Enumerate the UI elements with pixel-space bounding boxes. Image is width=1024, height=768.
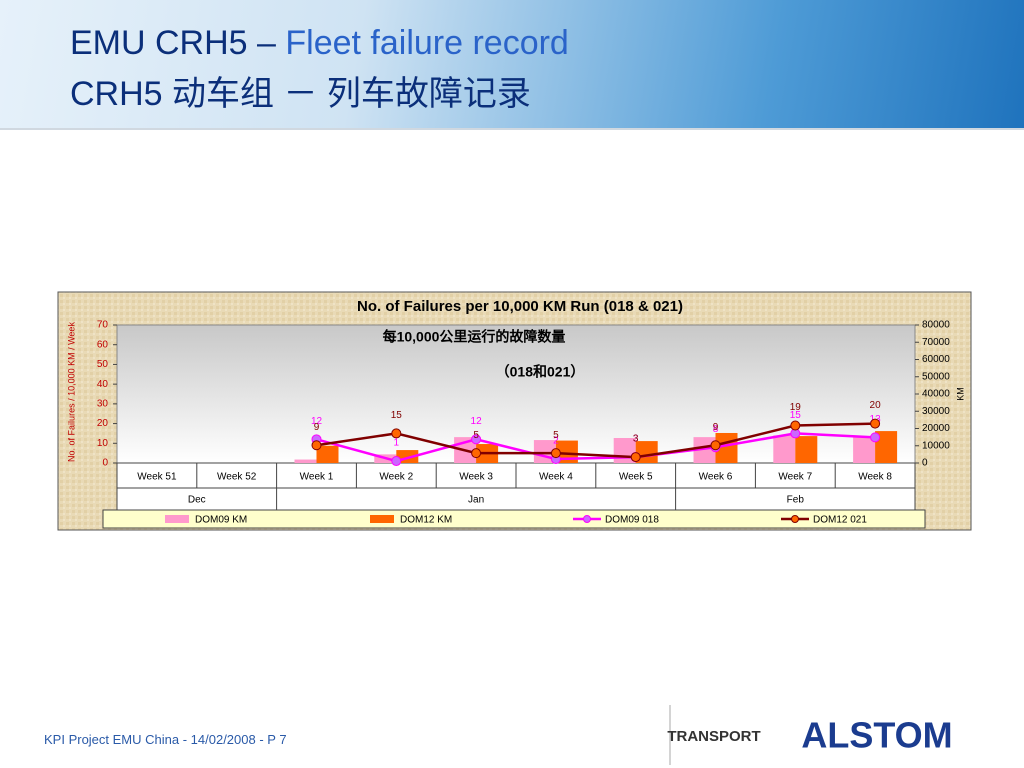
x-tick-label: Week 7 [778, 472, 812, 483]
legend-swatch [165, 515, 189, 523]
data-label: 12 [311, 416, 323, 427]
y2-tick-label: 70000 [922, 337, 950, 348]
y2-tick-label: 50000 [922, 371, 950, 382]
bar [555, 440, 578, 463]
legend-marker [583, 515, 591, 523]
legend-label: DOM09 018 [605, 515, 659, 526]
data-label: 2 [553, 436, 559, 447]
chart-title: No. of Failures per 10,000 KM Run (018 &… [357, 298, 683, 315]
subtitle: CRH5 动车组 － 列车故障记录 [70, 75, 531, 113]
chart-subtitle: 每10,000公里运行的故障数量 [383, 329, 566, 345]
y2-tick-label: 0 [922, 458, 928, 469]
data-label: 9 [314, 422, 320, 433]
data-label: 3 [633, 434, 639, 445]
line-marker [391, 456, 402, 467]
x-tick-label: Week 51 [137, 472, 177, 483]
y-tick-label: 60 [97, 339, 109, 350]
x-tick-label: Week 6 [699, 472, 733, 483]
legend-label: DOM09 KM [195, 515, 247, 526]
title-highlight: Fleet failure record [285, 24, 569, 62]
y2-tick-label: 30000 [922, 406, 950, 417]
line-marker [790, 420, 801, 431]
data-label: 19 [790, 402, 802, 413]
y-tick-label: 50 [97, 359, 109, 370]
line-marker [870, 432, 881, 443]
data-label: 15 [790, 410, 802, 421]
line-marker [471, 448, 482, 459]
legend-label: DOM12 021 [813, 515, 867, 526]
header: EMU CRH5 – Fleet failure record CRH5 动车组… [0, 0, 1024, 130]
y-axis-label: No. of Failures / 10,000 KM / Week [66, 322, 76, 462]
x-tick-label: Week 2 [379, 472, 413, 483]
x-tick-label: Week 5 [619, 472, 653, 483]
line [316, 432, 876, 463]
y-tick-label: 20 [97, 418, 109, 429]
x-group-label: Jan [468, 495, 484, 506]
y2-tick-label: 20000 [922, 423, 950, 434]
line [316, 422, 876, 459]
bar [773, 435, 796, 463]
legend-label: DOM12 KM [400, 515, 452, 526]
data-label: 9 [713, 422, 719, 433]
footer-text: KPI Project EMU China - 14/02/2008 - P 7 [44, 732, 287, 747]
data-label: 8 [713, 424, 719, 435]
y-tick-label: 0 [102, 458, 108, 469]
legend-swatch [370, 515, 394, 523]
title-prefix: EMU CRH5 – [70, 24, 286, 62]
bar [795, 436, 818, 463]
y-tick-label: 40 [97, 379, 109, 390]
y2-tick-label: 40000 [922, 389, 950, 400]
y2-tick-label: 10000 [922, 440, 950, 451]
title: EMU CRH5 – Fleet failure record [70, 24, 569, 63]
y2-axis-label: KM [955, 387, 965, 401]
chart-subtitle: （018和021） [496, 364, 585, 380]
legend-marker [791, 515, 799, 523]
y-tick-label: 70 [97, 320, 109, 331]
x-tick-label: Week 4 [539, 472, 573, 483]
x-tick-label: Week 3 [459, 472, 493, 483]
data-label: 15 [391, 410, 403, 421]
data-label: 3 [633, 434, 639, 445]
data-label: 20 [870, 400, 882, 411]
brand-logo: ALSTOM [801, 715, 952, 756]
x-tick-label: Week 52 [217, 472, 257, 483]
bar [875, 431, 898, 463]
line-marker [471, 434, 482, 445]
line-marker [550, 448, 561, 459]
line-marker [311, 440, 322, 451]
bar [294, 459, 317, 463]
data-label: 5 [553, 430, 559, 441]
y-tick-label: 10 [97, 438, 109, 449]
data-label: 12 [471, 416, 483, 427]
y2-tick-label: 60000 [922, 354, 950, 365]
bar [316, 445, 339, 463]
line-marker [391, 428, 402, 439]
bar [853, 437, 876, 463]
data-label: 5 [473, 430, 479, 441]
y2-tick-label: 80000 [922, 320, 950, 331]
line-marker [630, 452, 641, 463]
division-text: TRANSPORT [667, 728, 760, 745]
x-group-label: Feb [787, 495, 805, 506]
x-tick-label: Week 8 [858, 472, 892, 483]
data-label: 1 [394, 438, 400, 449]
x-tick-label: Week 1 [300, 472, 334, 483]
y-tick-label: 30 [97, 398, 109, 409]
line-marker [710, 440, 721, 451]
bar [693, 437, 716, 463]
legend [102, 509, 926, 529]
line-marker [870, 418, 881, 429]
x-group-label: Dec [188, 495, 206, 506]
